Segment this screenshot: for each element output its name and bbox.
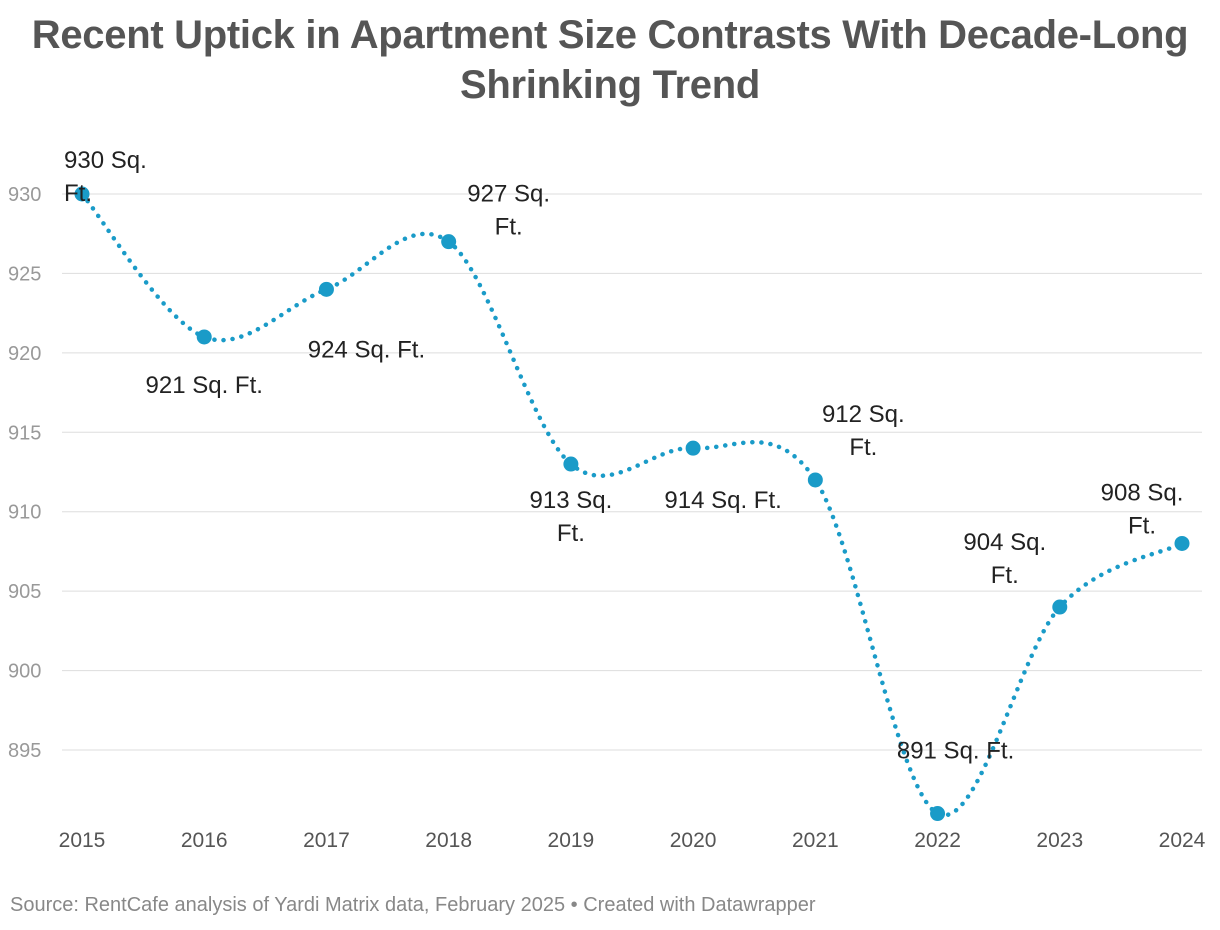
y-tick-label-910: 910 [8, 502, 41, 524]
data-point-2020 [685, 440, 701, 456]
x-tick-label-2018: 2018 [425, 829, 472, 852]
series-line [79, 191, 1185, 818]
y-axis-ticks: 895 900 905 910 915 920 925 930 [8, 184, 41, 762]
data-point-2023 [1052, 599, 1068, 615]
data-label-2018: 927 Sq. Ft. [467, 181, 550, 241]
data-label-2023: 904 Sq. Ft. [963, 529, 1046, 589]
x-tick-label-2024: 2024 [1159, 829, 1206, 852]
data-point-2021 [807, 472, 823, 488]
chart-title: Recent Uptick in Apartment Size Contrast… [31, 13, 1189, 107]
x-tick-label-2019: 2019 [548, 829, 595, 852]
data-point-2018 [441, 234, 457, 250]
data-points [74, 186, 1190, 822]
x-tick-label-2021: 2021 [792, 829, 839, 852]
data-label-2019: 913 Sq. Ft. [530, 487, 613, 547]
data-point-2019 [563, 456, 579, 472]
data-label-2021: 912 Sq. Ft. [822, 401, 905, 461]
data-labels: 930 Sq. Ft. 921 Sq. Ft. 924 Sq. Ft. 927 Sq. F… [64, 147, 1183, 765]
data-label-2024: 908 Sq. Ft. [1101, 479, 1184, 539]
gridlines [62, 193, 1202, 751]
y-tick-label-915: 915 [8, 422, 41, 444]
x-tick-label-2016: 2016 [181, 829, 228, 852]
x-tick-label-2017: 2017 [303, 829, 350, 852]
data-label-2015: 930 Sq. Ft. [64, 147, 147, 207]
y-tick-label-930: 930 [8, 184, 41, 206]
x-axis-ticks: 2015 2016 2017 2018 2019 2020 2021 2022 2023 2024 [59, 829, 1206, 852]
y-tick-label-900: 900 [8, 661, 41, 683]
data-point-2017 [318, 281, 334, 297]
data-point-2022 [930, 806, 946, 822]
data-point-2015 [74, 186, 90, 202]
x-tick-label-2015: 2015 [59, 829, 106, 852]
data-point-2016 [196, 329, 212, 345]
x-tick-label-2020: 2020 [670, 829, 717, 852]
data-label-2020: 914 Sq. Ft. [664, 487, 781, 514]
y-tick-label-925: 925 [8, 263, 41, 285]
data-label-2016: 921 Sq. Ft. [146, 372, 263, 399]
source-footer: Source: RentCafe analysis of Yardi Matri… [10, 894, 816, 916]
y-tick-label-920: 920 [8, 343, 41, 365]
y-tick-label-895: 895 [8, 740, 41, 762]
y-tick-label-905: 905 [8, 581, 41, 603]
data-label-2022: 891 Sq. Ft. [897, 738, 1014, 765]
data-label-2017: 924 Sq. Ft. [308, 336, 425, 363]
x-tick-label-2022: 2022 [914, 829, 961, 852]
x-tick-label-2023: 2023 [1036, 829, 1083, 852]
data-point-2024 [1174, 535, 1190, 551]
